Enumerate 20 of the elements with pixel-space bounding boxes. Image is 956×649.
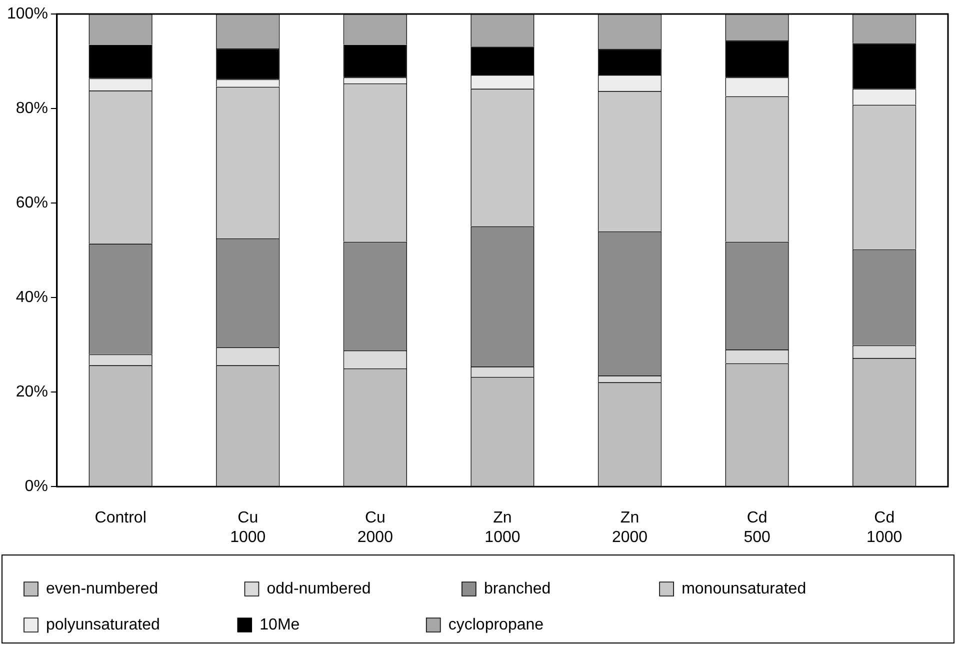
legend-label: monounsaturated bbox=[682, 580, 864, 598]
legend-label: polyunsaturated bbox=[46, 616, 218, 634]
x-tick-label: Cu 2000 bbox=[357, 510, 394, 546]
x-tick-label: Zn 2000 bbox=[612, 510, 648, 546]
y-tick-label: 100% bbox=[7, 5, 48, 22]
legend-label: cyclopropane bbox=[448, 616, 615, 634]
legend-label: even-numbered bbox=[46, 580, 225, 598]
legend-label: 10Me bbox=[260, 616, 406, 634]
y-tick-label: 60% bbox=[16, 194, 48, 212]
y-tick-label: 20% bbox=[16, 383, 48, 400]
legend-label: branched bbox=[484, 580, 640, 598]
x-tick-label: Cu 1000 bbox=[230, 510, 266, 546]
y-tick-label: 0% bbox=[24, 478, 48, 496]
y-tick-label: 40% bbox=[16, 288, 48, 306]
x-tick-label: Cd 500 bbox=[744, 510, 770, 546]
x-tick-label: Cd 1000 bbox=[866, 510, 902, 546]
legend-label: odd-numbered bbox=[266, 580, 442, 598]
x-tick-label: Zn 1000 bbox=[484, 510, 520, 546]
x-tick-label: Control bbox=[94, 510, 146, 527]
y-tick-label: 80% bbox=[16, 100, 48, 117]
